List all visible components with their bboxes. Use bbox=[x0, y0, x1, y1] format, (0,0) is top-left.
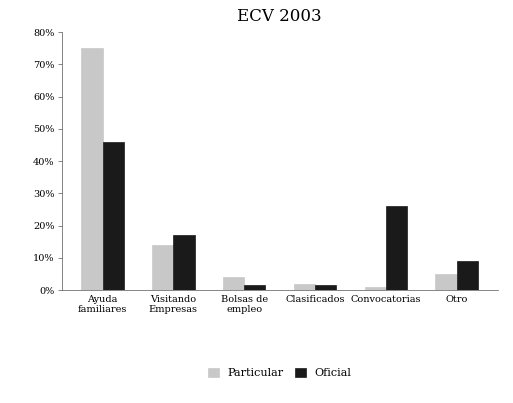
Bar bbox=[82, 48, 103, 290]
Bar bbox=[365, 287, 386, 290]
Bar bbox=[173, 235, 194, 290]
Bar bbox=[223, 277, 244, 290]
Legend: Particular, Oficial: Particular, Oficial bbox=[203, 364, 356, 382]
Title: ECV 2003: ECV 2003 bbox=[238, 8, 322, 25]
Bar bbox=[386, 206, 407, 290]
Bar bbox=[244, 285, 265, 290]
Bar bbox=[103, 142, 124, 290]
Bar bbox=[152, 245, 173, 290]
Bar bbox=[457, 261, 478, 290]
Bar bbox=[294, 284, 315, 290]
Bar bbox=[436, 274, 457, 290]
Bar bbox=[315, 285, 336, 290]
